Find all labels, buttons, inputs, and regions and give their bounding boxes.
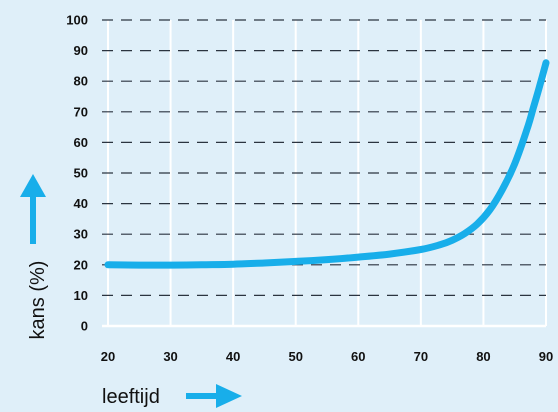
y-tick-label: 20: [74, 257, 88, 272]
y-tick-label: 100: [66, 13, 88, 28]
x-tick-label: 40: [226, 349, 240, 364]
vertical-grid: [107, 20, 547, 326]
y-tick-label: 0: [81, 319, 88, 334]
x-tick-label: 30: [163, 349, 177, 364]
x-tick-label: 60: [351, 349, 365, 364]
y-tick-label: 30: [74, 227, 88, 242]
y-axis-title: kans (%): [27, 261, 49, 340]
x-tick-label: 70: [414, 349, 428, 364]
x-tick-label: 90: [539, 349, 553, 364]
x-axis-title: leeftijd: [102, 386, 160, 408]
y-tick-label: 80: [74, 74, 88, 89]
y-tick-labels: 0 10 20 30 40 50 60 70 80 90 100: [66, 13, 88, 334]
y-tick-label: 40: [74, 196, 88, 211]
series-line: [104, 59, 550, 269]
y-tick-label: 50: [74, 166, 88, 181]
y-tick-label: 90: [74, 43, 88, 58]
y-axis-arrow-icon: [20, 174, 46, 244]
x-tick-label: 80: [476, 349, 490, 364]
x-tick-label: 50: [288, 349, 302, 364]
y-tick-label: 60: [74, 135, 88, 150]
y-tick-label: 10: [74, 288, 88, 303]
x-tick-label: 20: [101, 349, 115, 364]
horizontal-grid: [102, 19, 546, 296]
y-tick-label: 70: [74, 104, 88, 119]
x-axis-arrow-icon: [186, 384, 242, 408]
x-tick-labels: 20 30 40 50 60 70 80 90: [101, 349, 553, 364]
